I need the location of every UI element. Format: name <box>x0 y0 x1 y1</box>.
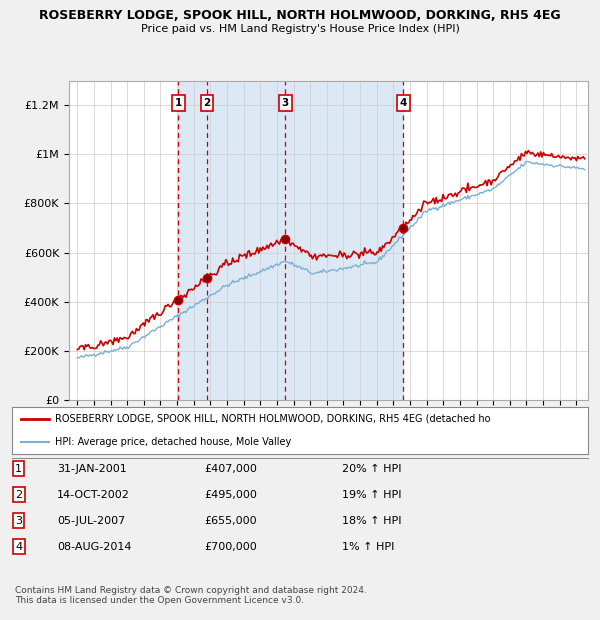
Text: 18% ↑ HPI: 18% ↑ HPI <box>342 516 401 526</box>
Text: 19% ↑ HPI: 19% ↑ HPI <box>342 490 401 500</box>
Text: 1: 1 <box>15 464 22 474</box>
Text: 08-AUG-2014: 08-AUG-2014 <box>57 542 131 552</box>
Text: 1: 1 <box>175 98 182 108</box>
Text: 3: 3 <box>282 98 289 108</box>
Text: 05-JUL-2007: 05-JUL-2007 <box>57 516 125 526</box>
Text: £700,000: £700,000 <box>204 542 257 552</box>
Text: 3: 3 <box>15 516 22 526</box>
Text: ROSEBERRY LODGE, SPOOK HILL, NORTH HOLMWOOD, DORKING, RH5 4EG (detached ho: ROSEBERRY LODGE, SPOOK HILL, NORTH HOLMW… <box>55 414 491 424</box>
Text: Price paid vs. HM Land Registry's House Price Index (HPI): Price paid vs. HM Land Registry's House … <box>140 24 460 33</box>
Text: 20% ↑ HPI: 20% ↑ HPI <box>342 464 401 474</box>
Text: Contains HM Land Registry data © Crown copyright and database right 2024.
This d: Contains HM Land Registry data © Crown c… <box>15 586 367 605</box>
Text: 1% ↑ HPI: 1% ↑ HPI <box>342 542 394 552</box>
Text: £495,000: £495,000 <box>204 490 257 500</box>
Text: 2: 2 <box>15 490 22 500</box>
Text: 4: 4 <box>15 542 22 552</box>
Text: 31-JAN-2001: 31-JAN-2001 <box>57 464 127 474</box>
Text: £407,000: £407,000 <box>204 464 257 474</box>
Text: 2: 2 <box>203 98 211 108</box>
Text: 4: 4 <box>400 98 407 108</box>
Text: ROSEBERRY LODGE, SPOOK HILL, NORTH HOLMWOOD, DORKING, RH5 4EG: ROSEBERRY LODGE, SPOOK HILL, NORTH HOLMW… <box>39 9 561 22</box>
Text: 14-OCT-2002: 14-OCT-2002 <box>57 490 130 500</box>
Bar <box>178 81 403 400</box>
Text: HPI: Average price, detached house, Mole Valley: HPI: Average price, detached house, Mole… <box>55 437 292 447</box>
Text: £655,000: £655,000 <box>204 516 257 526</box>
